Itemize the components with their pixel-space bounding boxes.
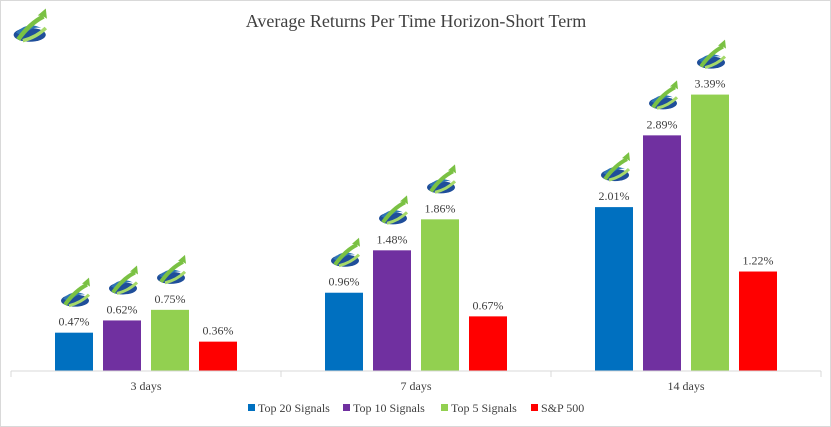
- bar-s-p-500-7-days: [469, 316, 507, 371]
- data-label: 0.96%: [329, 275, 360, 289]
- plot-area: 0.47% 0.62% 0.75% 0.36% 0.96% 1.48% 1.86% 0.67%…: [55, 37, 777, 371]
- bar-top-5-signals-3-days: [151, 309, 189, 371]
- legend-label: S&P 500: [541, 401, 584, 415]
- logo-icon: [155, 252, 188, 286]
- data-label: 1.86%: [425, 201, 456, 215]
- logo-icon: [647, 78, 680, 112]
- bar-top-10-signals-7-days: [373, 250, 411, 371]
- data-label: 2.01%: [599, 189, 630, 203]
- logo-icon: [695, 37, 728, 71]
- bar-s-p-500-14-days: [739, 271, 777, 371]
- bar-top-20-signals-7-days: [325, 292, 363, 371]
- x-tick-label: 3 days: [131, 379, 162, 393]
- data-label: 0.67%: [473, 298, 504, 312]
- logo-icon: [377, 193, 410, 227]
- bar-top-5-signals-7-days: [421, 219, 459, 371]
- logo-icon: [599, 150, 632, 184]
- legend-swatch: [531, 404, 538, 411]
- data-label: 0.47%: [59, 315, 90, 329]
- data-label: 1.48%: [377, 232, 408, 246]
- logo-icon: [425, 162, 458, 196]
- legend-label: Top 10 Signals: [353, 401, 425, 415]
- logo-icon: [329, 235, 362, 269]
- bar-s-p-500-3-days: [199, 341, 237, 371]
- legend-label: Top 5 Signals: [451, 401, 517, 415]
- legend-swatch: [248, 404, 255, 411]
- data-label: 0.75%: [155, 292, 186, 306]
- x-tick-labels: 3 days 7 days 14 days: [131, 379, 705, 393]
- legend-label: Top 20 Signals: [258, 401, 330, 415]
- data-label: 2.89%: [647, 117, 678, 131]
- logo-icon: [107, 263, 140, 297]
- data-label: 0.62%: [107, 302, 138, 316]
- x-tick-label: 14 days: [668, 379, 705, 393]
- data-label: 3.39%: [695, 77, 726, 91]
- data-label: 0.36%: [203, 324, 234, 338]
- logo-icon: [59, 275, 92, 309]
- legend-swatch: [343, 404, 350, 411]
- x-tick-label: 7 days: [401, 379, 432, 393]
- bar-top-10-signals-14-days: [643, 135, 681, 371]
- corner-logo-icon: [14, 8, 47, 41]
- chart-title: Average Returns Per Time Horizon-Short T…: [246, 11, 587, 31]
- data-label: 1.22%: [743, 254, 774, 268]
- legend-swatch: [441, 404, 448, 411]
- legend: Top 20 Signals Top 10 Signals Top 5 Signal…: [248, 401, 584, 415]
- bar-top-20-signals-3-days: [55, 332, 93, 371]
- bar-top-10-signals-3-days: [103, 320, 141, 371]
- bar-top-5-signals-14-days: [691, 94, 729, 371]
- bar-top-20-signals-14-days: [595, 207, 633, 371]
